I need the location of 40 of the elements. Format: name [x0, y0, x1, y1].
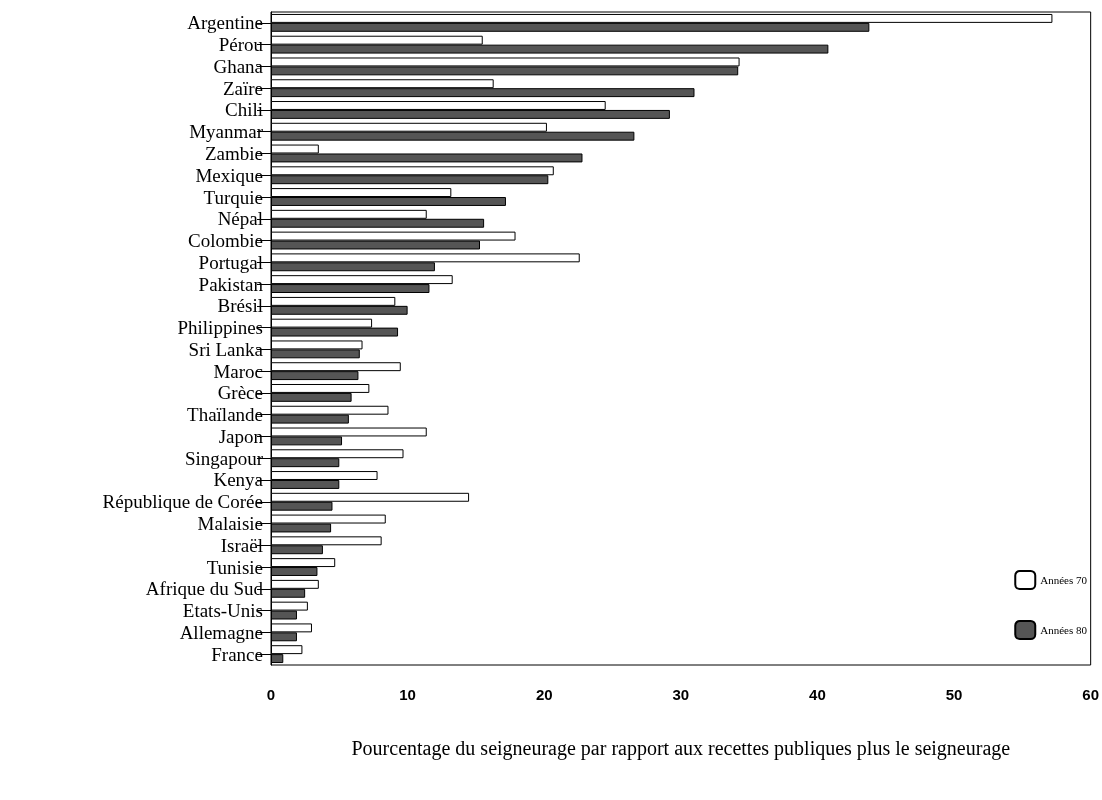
- y-tick-label: Argentine: [187, 12, 263, 34]
- y-tick-label: République de Corée: [102, 491, 263, 513]
- y-tick-label: Portugal: [198, 251, 263, 273]
- y-tick-label: Colombie: [188, 230, 263, 252]
- y-tick-label: Pakistan: [198, 273, 264, 295]
- y-tick-label: Népal: [217, 208, 263, 230]
- y-tick-label: Malaisie: [197, 513, 263, 535]
- y-tick-label: Singapour: [184, 447, 264, 469]
- x-tick-label: 50: [945, 686, 963, 703]
- y-tick-label: Allemagne: [179, 621, 263, 643]
- y-tick-label: Japon: [218, 425, 264, 447]
- x-tick-label: 60: [1082, 686, 1099, 703]
- y-tick-label: Pérou: [218, 34, 264, 56]
- y-tick-label: Brésil: [217, 295, 263, 317]
- x-tick-label: 30: [672, 686, 690, 703]
- y-tick-label: Turquie: [203, 186, 263, 208]
- y-tick-label: Sri Lanka: [188, 338, 264, 360]
- x-tick-label: 10: [399, 686, 416, 703]
- x-axis-title: Pourcentage du seigneurage par rapport aux recettes publiques plus le seigneurage: [351, 737, 1011, 760]
- y-tick-label: Maroc: [213, 360, 263, 382]
- x-tick-label: 0: [266, 686, 276, 703]
- y-tick-label: Afrique du Sud: [145, 578, 264, 600]
- y-tick-label: Thaïlande: [187, 404, 263, 426]
- legend-label: Années 80: [1040, 624, 1088, 636]
- y-tick-label: Chili: [224, 99, 263, 121]
- legend-label: Années 70: [1040, 574, 1088, 586]
- y-tick-label: Ghana: [213, 55, 264, 77]
- y-tick-label: France: [211, 643, 263, 665]
- y-tick-label: Etats-Unis: [182, 600, 263, 622]
- y-tick-label: Israël: [220, 534, 263, 556]
- y-tick-label: Zaïre: [222, 77, 263, 99]
- y-tick-label: Zambie: [204, 142, 263, 164]
- y-tick-label: Kenya: [213, 469, 264, 491]
- y-tick-label: Philippines: [177, 317, 263, 339]
- x-tick-label: 40: [809, 686, 826, 703]
- y-tick-label: Mexique: [195, 164, 263, 186]
- y-tick-label: Tunisie: [206, 556, 263, 578]
- y-tick-label: Myanmar: [189, 121, 264, 143]
- y-tick-label: Grèce: [217, 382, 263, 404]
- x-tick-label: 20: [535, 686, 553, 703]
